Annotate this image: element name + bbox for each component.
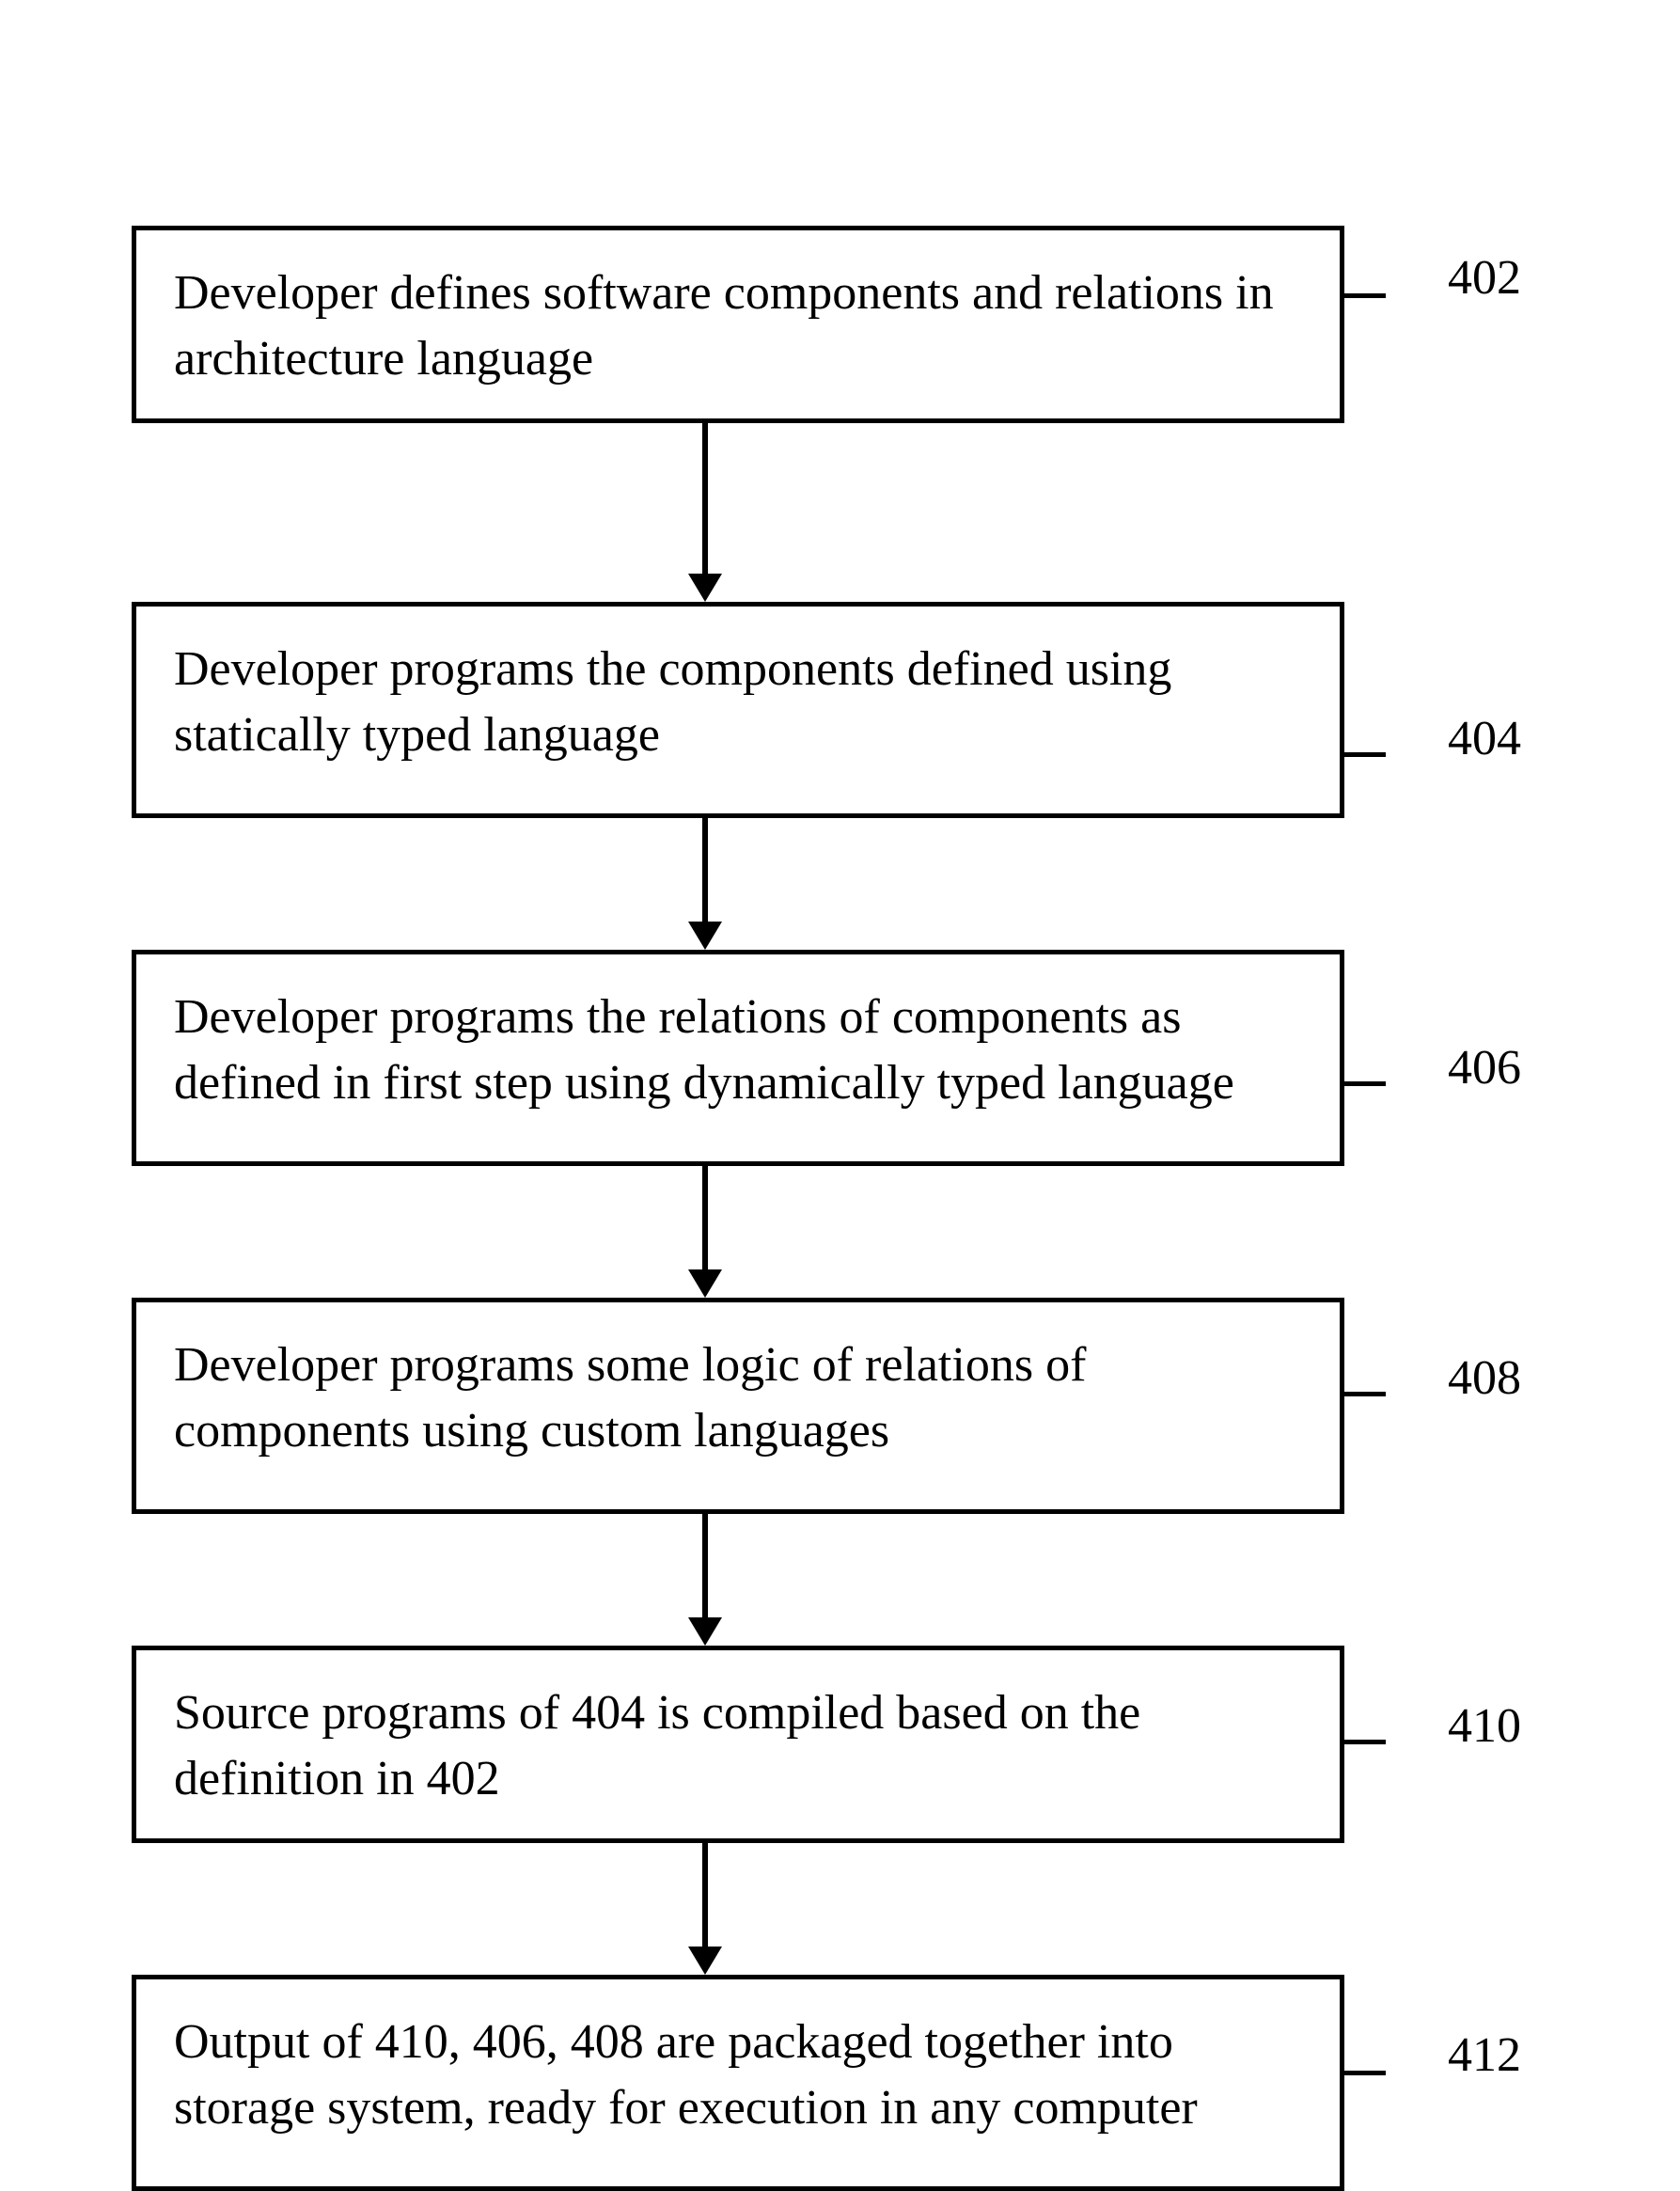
flowchart-step-box: Output of 410, 406, 408 are packaged tog… bbox=[132, 1975, 1344, 2191]
flowchart-step-label: 408 bbox=[1448, 1354, 1521, 1403]
flowchart-arrow-head bbox=[688, 1617, 722, 1646]
flowchart-arrow-line bbox=[702, 1514, 708, 1617]
flowchart-arrow-line bbox=[702, 818, 708, 922]
flowchart-arrow-line bbox=[702, 1843, 708, 1947]
flowchart-arrow-head bbox=[688, 1947, 722, 1975]
flowchart-step-label: 404 bbox=[1448, 715, 1521, 764]
flowchart-step-label: 410 bbox=[1448, 1702, 1521, 1751]
flowchart-arrow-head bbox=[688, 574, 722, 602]
flowchart-label-tick bbox=[1344, 752, 1386, 757]
flowchart-step-text: Developer defines software components an… bbox=[174, 260, 1302, 392]
flowchart-step-box: Developer programs some logic of relatio… bbox=[132, 1298, 1344, 1514]
flowchart-arrow-head bbox=[688, 922, 722, 950]
flowchart-step-box: Developer programs the relations of comp… bbox=[132, 950, 1344, 1166]
flowchart-step-box: Developer defines software components an… bbox=[132, 226, 1344, 423]
flowchart-step-box: Source programs of 404 is compiled based… bbox=[132, 1646, 1344, 1843]
flowchart-step-text: Developer programs the relations of comp… bbox=[174, 985, 1302, 1116]
flowchart-label-tick bbox=[1344, 1392, 1386, 1396]
flowchart-label-tick bbox=[1344, 293, 1386, 298]
flowchart-label-tick bbox=[1344, 1740, 1386, 1744]
flowchart-step-text: Output of 410, 406, 408 are packaged tog… bbox=[174, 2010, 1302, 2141]
flowchart-arrow-line bbox=[702, 1166, 708, 1269]
flowchart-step-box: Developer programs the components define… bbox=[132, 602, 1344, 818]
flowchart-arrow-head bbox=[688, 1269, 722, 1298]
flowchart-step-text: Source programs of 404 is compiled based… bbox=[174, 1680, 1302, 1812]
flowchart-label-tick bbox=[1344, 1081, 1386, 1086]
flowchart-step-label: 402 bbox=[1448, 254, 1521, 303]
flowchart-step-label: 406 bbox=[1448, 1044, 1521, 1093]
flowchart-step-text: Developer programs some logic of relatio… bbox=[174, 1332, 1302, 1464]
flowchart-step-label: 412 bbox=[1448, 2031, 1521, 2080]
flowchart-label-tick bbox=[1344, 2071, 1386, 2075]
flowchart-arrow-line bbox=[702, 423, 708, 574]
flowchart-step-text: Developer programs the components define… bbox=[174, 637, 1302, 768]
